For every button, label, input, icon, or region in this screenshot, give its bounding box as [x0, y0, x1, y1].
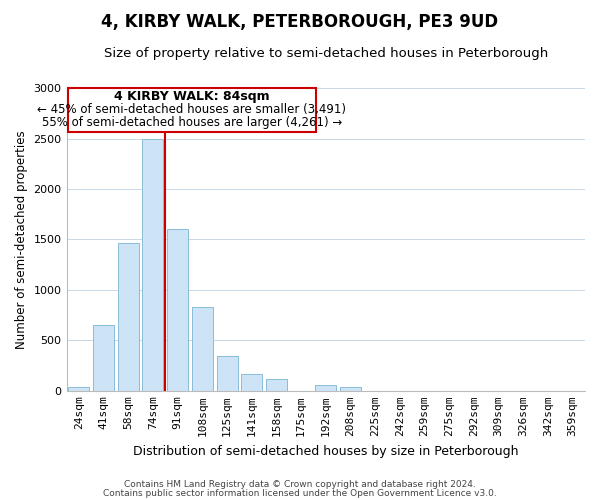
- Text: Contains public sector information licensed under the Open Government Licence v3: Contains public sector information licen…: [103, 488, 497, 498]
- Bar: [118, 244, 139, 391]
- Bar: [68, 88, 316, 132]
- Y-axis label: Number of semi-detached properties: Number of semi-detached properties: [15, 130, 28, 348]
- Bar: [68, 387, 89, 391]
- Bar: [93, 325, 114, 391]
- Text: ← 45% of semi-detached houses are smaller (3,491): ← 45% of semi-detached houses are smalle…: [37, 102, 346, 116]
- Bar: [142, 138, 163, 391]
- Bar: [315, 385, 336, 391]
- Text: 55% of semi-detached houses are larger (4,261) →: 55% of semi-detached houses are larger (…: [42, 116, 342, 129]
- Text: 4 KIRBY WALK: 84sqm: 4 KIRBY WALK: 84sqm: [114, 90, 269, 104]
- Text: 4, KIRBY WALK, PETERBOROUGH, PE3 9UD: 4, KIRBY WALK, PETERBOROUGH, PE3 9UD: [101, 12, 499, 30]
- Bar: [340, 387, 361, 391]
- Bar: [266, 379, 287, 391]
- Bar: [192, 307, 213, 391]
- Text: Contains HM Land Registry data © Crown copyright and database right 2024.: Contains HM Land Registry data © Crown c…: [124, 480, 476, 489]
- Bar: [241, 374, 262, 391]
- Title: Size of property relative to semi-detached houses in Peterborough: Size of property relative to semi-detach…: [104, 48, 548, 60]
- Bar: [217, 356, 238, 391]
- X-axis label: Distribution of semi-detached houses by size in Peterborough: Distribution of semi-detached houses by …: [133, 444, 518, 458]
- Bar: [167, 230, 188, 391]
